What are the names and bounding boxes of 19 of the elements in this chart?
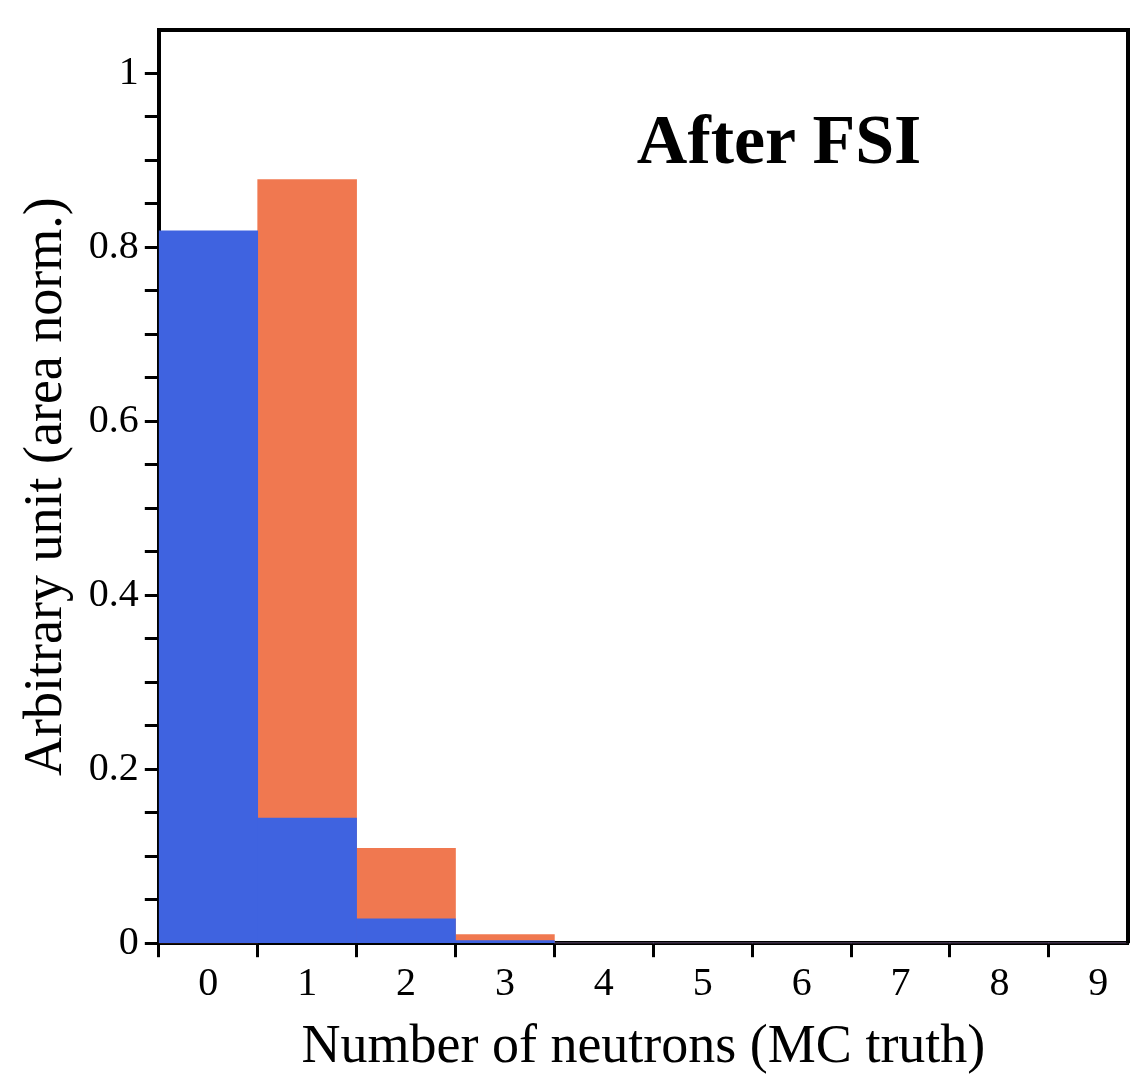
y-tick-label: 0.6 xyxy=(88,395,139,441)
y-tick-label: 0.4 xyxy=(88,569,139,615)
x-tick-label: 9 xyxy=(1088,958,1109,1004)
x-tick-label: 6 xyxy=(791,958,812,1004)
y-tick-label: 0.8 xyxy=(88,221,139,267)
y-axis-title: Arbitrary unit (area norm.) xyxy=(12,197,73,776)
y-tick-label: 0.2 xyxy=(88,743,139,789)
x-tick-label: 0 xyxy=(198,958,219,1004)
y-tick-label: 1 xyxy=(118,47,139,93)
y-tick-label: 0 xyxy=(118,917,139,963)
annotation: After FSI xyxy=(636,101,922,179)
x-tick-label: 2 xyxy=(396,958,417,1004)
x-tick-label: 7 xyxy=(890,958,911,1004)
x-axis-title: Number of neutrons (MC truth) xyxy=(301,1013,986,1074)
x-tick-label: 3 xyxy=(494,958,515,1004)
x-tick-label: 4 xyxy=(593,958,614,1004)
x-tick-label: 1 xyxy=(297,958,318,1004)
x-tick-label: 8 xyxy=(989,958,1010,1004)
x-tick-label: 5 xyxy=(692,958,713,1004)
